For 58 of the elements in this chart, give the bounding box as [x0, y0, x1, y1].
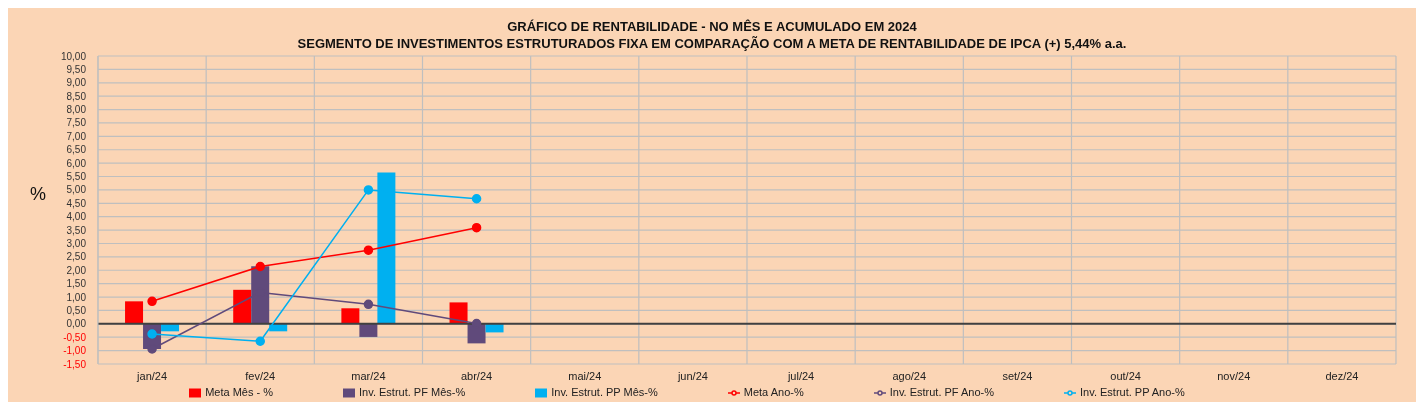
- y-tick-label: -1,00: [63, 345, 87, 357]
- point: [255, 261, 265, 272]
- x-tick-label: set/24: [1002, 369, 1033, 382]
- point: [471, 222, 482, 233]
- y-axis-title: %: [30, 184, 47, 205]
- y-tick-label: 10,00: [60, 50, 87, 62]
- x-tick-label: dez/24: [1325, 369, 1359, 382]
- y-tick-label: 7,50: [66, 117, 87, 129]
- x-tick-label: mar/24: [351, 369, 386, 382]
- point: [147, 296, 157, 307]
- legend-label: Inv. Estrut. PF Ano-%: [889, 386, 995, 398]
- point: [471, 194, 482, 204]
- bar: [125, 301, 144, 324]
- point: [363, 299, 374, 310]
- chart-title: GRÁFICO DE RENTABILIDADE - NO MÊS E ACUMULADO EM 2024: [506, 18, 918, 35]
- bar: [449, 302, 468, 324]
- point: [255, 336, 265, 346]
- x-tick-label: fev/24: [245, 369, 276, 382]
- y-tick-label: -1,50: [63, 358, 87, 370]
- legend-label: Inv. Estrut. PP Mês-%: [551, 386, 658, 398]
- legend-label: Inv. Estrut. PF Mês-%: [359, 386, 466, 398]
- x-tick-label: jan/24: [136, 369, 168, 382]
- y-tick-label: 8,50: [66, 90, 87, 102]
- x-tick-label: out/24: [1110, 369, 1141, 382]
- legend-label: Meta Ano-%: [743, 386, 804, 398]
- y-tick-label: 2,00: [66, 264, 87, 276]
- y-tick-label: 5,00: [66, 184, 87, 196]
- y-tick-label: 3,00: [66, 237, 87, 249]
- y-tick-label: 4,50: [66, 197, 87, 209]
- y-tick-label: 6,00: [66, 157, 87, 169]
- x-tick-label: mai/24: [568, 369, 602, 382]
- bar: [341, 308, 360, 324]
- y-tick-label: 1,50: [66, 278, 87, 290]
- legend-label: Inv. Estrut. PP Ano-%: [1080, 386, 1185, 398]
- x-tick-label: nov/24: [1217, 369, 1251, 382]
- point: [363, 245, 374, 255]
- y-tick-label: 7,00: [66, 130, 87, 142]
- y-tick-label: 8,00: [66, 104, 87, 116]
- y-tick-label: 1,00: [66, 291, 87, 303]
- bar: [233, 289, 252, 324]
- chart-subtitle: SEGMENTO DE INVESTIMENTOS ESTRUTURADOS FIXA EM COMPARAÇÃO COM A META DE RENTABILIDADE DE IPCA (+) 5,44% a.a.: [296, 35, 1128, 52]
- y-tick-label: 9,50: [66, 63, 87, 75]
- point: [363, 185, 374, 195]
- x-tick-label: jun/24: [676, 369, 708, 382]
- y-tick-label: 3,50: [66, 224, 87, 236]
- y-tick-label: 0,50: [66, 304, 87, 316]
- x-tick-label: ago/24: [892, 369, 927, 382]
- y-tick-label: 9,00: [66, 77, 87, 89]
- y-tick-label: -0,50: [63, 331, 87, 343]
- x-tick-label: jul/24: [786, 369, 815, 382]
- y-tick-label: 4,00: [66, 211, 87, 223]
- y-tick-label: 0,00: [66, 318, 87, 330]
- x-tick-label: abr/24: [460, 369, 493, 382]
- y-tick-label: 2,50: [66, 251, 87, 263]
- y-tick-label: 5,50: [66, 171, 87, 183]
- y-tick-label: 6,50: [66, 144, 87, 156]
- legend-label: Meta Mês - %: [205, 386, 274, 398]
- bar: [359, 323, 378, 337]
